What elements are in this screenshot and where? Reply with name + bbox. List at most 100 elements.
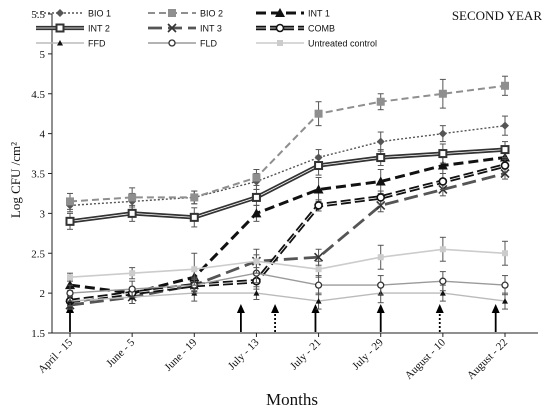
series-bio-2: [66, 75, 509, 210]
x-axis-label: Months: [266, 390, 318, 409]
data-point: [501, 281, 509, 289]
data-point: [191, 266, 198, 273]
arrow-head: [271, 304, 280, 313]
data-point: [315, 266, 322, 273]
legend-label: Untreated control: [308, 39, 377, 49]
legend-label: FFD: [88, 39, 106, 49]
data-point: [501, 81, 509, 90]
legend-item-fld: FLD: [148, 39, 218, 49]
y-tick-label: 2.5: [31, 248, 45, 260]
data-point: [253, 258, 260, 265]
data-point: [377, 281, 385, 289]
data-point: [253, 290, 260, 296]
data-point: [376, 137, 385, 146]
x-marker: [376, 200, 386, 210]
data-point: [500, 168, 510, 179]
data-point: [438, 149, 448, 159]
data-point: [129, 270, 136, 277]
y-tick-label: 2: [40, 288, 46, 300]
data-point: [502, 298, 508, 304]
data-point: [167, 23, 177, 33]
chart-title: SECOND YEAR: [452, 8, 542, 23]
legend-label: BIO 2: [200, 9, 223, 19]
legend-item-ffd: FFD: [36, 39, 106, 49]
legend-label: INT 1: [308, 9, 330, 19]
data-point: [376, 200, 386, 210]
x-marker: [167, 23, 177, 33]
data-point: [128, 285, 136, 293]
application-arrow: [271, 304, 280, 332]
legend-item-comb: COMB: [256, 24, 335, 34]
data-point: [314, 252, 324, 262]
series-line: [69, 272, 506, 294]
data-point: [437, 160, 448, 170]
y-tick-label: 3.5: [31, 169, 45, 181]
data-point: [275, 8, 285, 17]
data-point: [189, 212, 199, 222]
series-line-inner: [69, 165, 506, 302]
application-arrow: [236, 304, 245, 332]
data-point: [500, 145, 510, 155]
data-point: [127, 208, 137, 218]
data-point: [251, 208, 262, 218]
data-point: [314, 201, 323, 210]
y-tick-label: 4.5: [31, 89, 45, 101]
data-point: [252, 173, 261, 182]
legend-item-int-2: INT 2: [36, 23, 110, 34]
arrow-head: [491, 304, 500, 313]
data-point: [502, 250, 508, 257]
y-tick-label: 5.5: [31, 9, 45, 21]
data-point: [438, 89, 447, 98]
y-ticks: 1.5 2 2.5 3 3.5 4 4.5 5 5.5: [31, 9, 52, 340]
data-point: [65, 216, 75, 226]
x-marker: [314, 252, 324, 262]
y-tick-label: 1.5: [31, 328, 45, 340]
y-tick-label: 4: [40, 129, 46, 141]
data-point: [275, 23, 285, 33]
series-line: [69, 84, 506, 203]
legend-item-bio-1: BIO 1: [36, 9, 111, 19]
series-int-2: [65, 141, 510, 230]
data-point: [314, 109, 323, 118]
data-point: [500, 161, 510, 170]
legend-label: FLD: [200, 39, 218, 49]
legend-label: COMB: [308, 24, 335, 34]
arrow-head: [311, 304, 320, 313]
data-point: [377, 254, 384, 261]
data-point: [501, 121, 509, 130]
data-point: [168, 9, 176, 17]
data-point: [314, 281, 323, 289]
legend-label: INT 3: [200, 24, 222, 34]
y-tick-label: 3: [40, 208, 46, 220]
data-point: [315, 298, 322, 304]
data-point: [313, 184, 324, 194]
data-point: [439, 246, 446, 253]
data-point: [376, 153, 386, 163]
series-line: [69, 172, 506, 307]
legend-item-int-1: INT 1: [256, 8, 330, 19]
data-point: [57, 40, 63, 46]
series-layer: [65, 75, 510, 310]
data-point: [190, 193, 199, 202]
legend-item-int-3: INT 3: [148, 23, 222, 34]
application-arrow: [491, 304, 500, 332]
data-point: [314, 161, 324, 171]
application-arrow: [311, 304, 320, 332]
data-point: [56, 9, 64, 17]
data-point: [438, 129, 447, 138]
legend-item-bio-2: BIO 2: [148, 9, 223, 19]
arrow-head: [236, 304, 245, 313]
application-arrow: [435, 304, 444, 332]
data-point: [376, 97, 385, 106]
series-line: [69, 156, 506, 295]
series-untreated-control: [67, 236, 508, 286]
data-point: [439, 277, 447, 285]
series-line-inner: [69, 149, 506, 222]
legend-label: BIO 1: [88, 9, 111, 19]
legend-label: INT 2: [88, 24, 110, 34]
data-point: [438, 177, 448, 186]
data-point: [376, 193, 386, 202]
series-line: [69, 125, 506, 207]
